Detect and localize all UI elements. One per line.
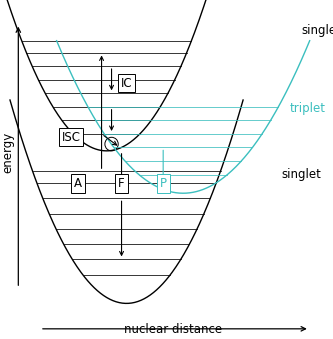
Text: A: A xyxy=(74,177,82,190)
Text: ISC: ISC xyxy=(62,131,81,144)
Text: nuclear distance: nuclear distance xyxy=(124,323,222,336)
Text: singlet: singlet xyxy=(301,24,333,37)
Text: triplet: triplet xyxy=(290,102,326,115)
Text: IC: IC xyxy=(121,77,132,89)
Text: energy: energy xyxy=(2,132,15,173)
Text: F: F xyxy=(118,177,125,190)
Text: P: P xyxy=(160,177,167,190)
Text: singlet: singlet xyxy=(281,168,321,181)
